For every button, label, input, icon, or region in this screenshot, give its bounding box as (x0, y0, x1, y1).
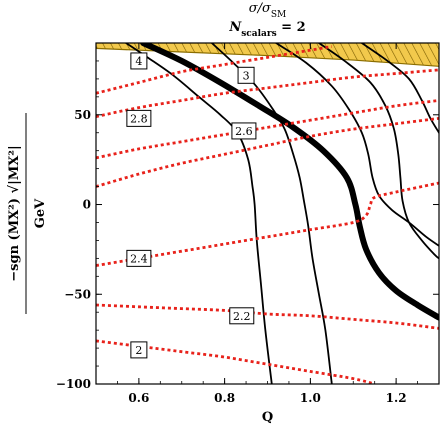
svg-text:2.4: 2.4 (130, 252, 148, 265)
contour-label: 2.6 (231, 122, 257, 140)
contour-label: 2 (130, 341, 148, 359)
black-contour-2 (140, 43, 439, 321)
red-dotted-contour-8 (96, 99, 439, 160)
svg-text:2: 2 (135, 344, 142, 357)
x-tick-label: 1.2 (386, 391, 407, 405)
black-contour-4 (318, 43, 439, 260)
plot-area (96, 43, 439, 384)
red-dotted-contour-6 (96, 45, 333, 95)
red-dotted-contour-7 (96, 68, 439, 118)
black-contour-0 (125, 43, 273, 384)
svg-text:3: 3 (243, 69, 250, 82)
contour-label: 4 (130, 52, 148, 70)
contour-label: 2.4 (126, 249, 152, 267)
red-dotted-contour-9 (96, 116, 439, 188)
x-tick-label: 1.0 (300, 391, 321, 405)
x-tick-label: 0.6 (128, 391, 149, 405)
plot-frame (95, 42, 440, 385)
x-tick-label: 0.8 (214, 391, 235, 405)
red-dotted-contour-10 (96, 181, 439, 267)
chart-title-line: σ/σSM (249, 1, 287, 20)
svg-text:2.6: 2.6 (235, 125, 253, 138)
y-tick-label: 0 (83, 198, 91, 212)
svg-text:2.8: 2.8 (130, 112, 148, 125)
y-axis-title: −sgn (MX²) √|MX²| GeV (7, 113, 48, 314)
chart-title-line: Nscalars = 2 (228, 20, 305, 39)
y-tick-label: −100 (56, 377, 91, 391)
y-tick-label: 50 (74, 108, 91, 122)
x-axis-title: Q (262, 410, 273, 425)
black-contour-1 (210, 43, 333, 384)
red-dotted-contour-12 (96, 339, 376, 384)
axes: 0.6 0.8 1.0 1.2 −100 −50 0 50 (56, 42, 440, 405)
y-tick-label: −50 (64, 287, 91, 301)
red-dotted-contour-11 (96, 303, 439, 330)
svg-text:2.2: 2.2 (233, 310, 251, 323)
contour-label: 3 (237, 66, 255, 84)
contour-label: 2.8 (126, 109, 152, 127)
y-axis-label: −sgn (MX²) √|MX²| (7, 145, 22, 281)
y-axis-unit: GeV (33, 198, 48, 228)
contour-label: 2.2 (229, 307, 255, 325)
contour-labels: 4 3 2.8 2.6 2.4 2.2 2 (126, 52, 257, 359)
svg-text:4: 4 (135, 55, 142, 68)
excluded-region-hatch (96, 43, 439, 67)
